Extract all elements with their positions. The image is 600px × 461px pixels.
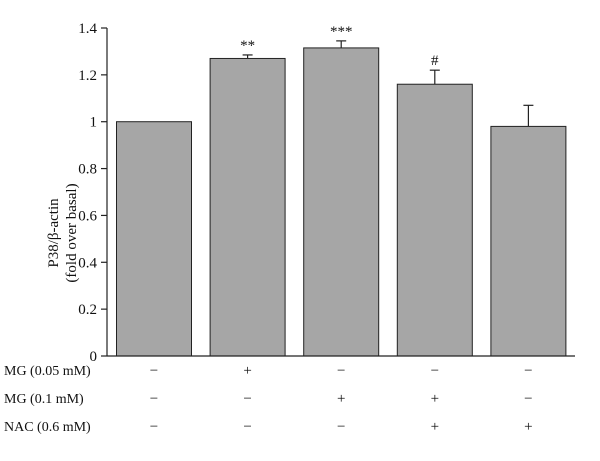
condition-sign: − [524, 363, 532, 379]
error-bar-5 [523, 104, 534, 127]
y-tick-label: 0.8 [78, 162, 97, 178]
condition-label-1: MG (0.05 mM) [4, 364, 91, 379]
condition-sign: + [524, 419, 532, 435]
bar-2 [209, 57, 286, 357]
condition-sign: + [431, 391, 439, 407]
y-axis: 0 0.2 0.4 0.6 0.8 1 1.2 1.4 [78, 21, 575, 365]
error-bars-group [242, 40, 534, 127]
y-tick-label: 0.4 [78, 255, 97, 271]
significance-group: *****# [240, 24, 439, 69]
condition-sign: − [337, 363, 345, 379]
condition-sign: + [337, 391, 345, 407]
condition-sign: + [243, 363, 251, 379]
y-axis-label-line1: P38/β-actin [46, 198, 62, 268]
condition-sign: − [243, 391, 251, 407]
significance-label-4: # [431, 53, 439, 69]
error-bar-2 [242, 54, 253, 59]
condition-label-3: NAC (0.6 mM) [4, 420, 91, 435]
bar-5 [490, 125, 567, 357]
condition-sign: − [150, 363, 158, 379]
bar-1 [116, 121, 192, 357]
condition-sign: − [243, 419, 251, 435]
significance-label-2: ** [240, 38, 255, 54]
y-tick-label: 0.2 [78, 302, 97, 318]
y-tick-label: 1.4 [78, 21, 97, 37]
condition-sign: − [337, 419, 345, 435]
condition-sign: − [150, 419, 158, 435]
y-axis-label-line2: (fold over basal) [64, 183, 80, 282]
bars-group [116, 47, 567, 357]
condition-label-2: MG (0.1 mM) [4, 392, 84, 407]
bar-4 [396, 83, 473, 357]
condition-sign: − [150, 391, 158, 407]
y-tick-label: 1.2 [78, 68, 97, 84]
condition-table: MG (0.05 mM) − + − − − MG (0.1 mM) − − + + − NAC (0.… [4, 363, 533, 435]
y-tick-label: 0 [90, 349, 98, 365]
condition-sign: − [431, 363, 439, 379]
significance-label-3: *** [330, 24, 353, 40]
error-bar-3 [336, 40, 347, 48]
bar-3 [303, 47, 380, 357]
condition-sign: + [431, 419, 439, 435]
y-tick-label: 0.6 [78, 208, 97, 224]
y-tick-label: 1 [90, 115, 98, 131]
condition-sign: − [524, 391, 532, 407]
error-bar-4 [429, 69, 440, 85]
